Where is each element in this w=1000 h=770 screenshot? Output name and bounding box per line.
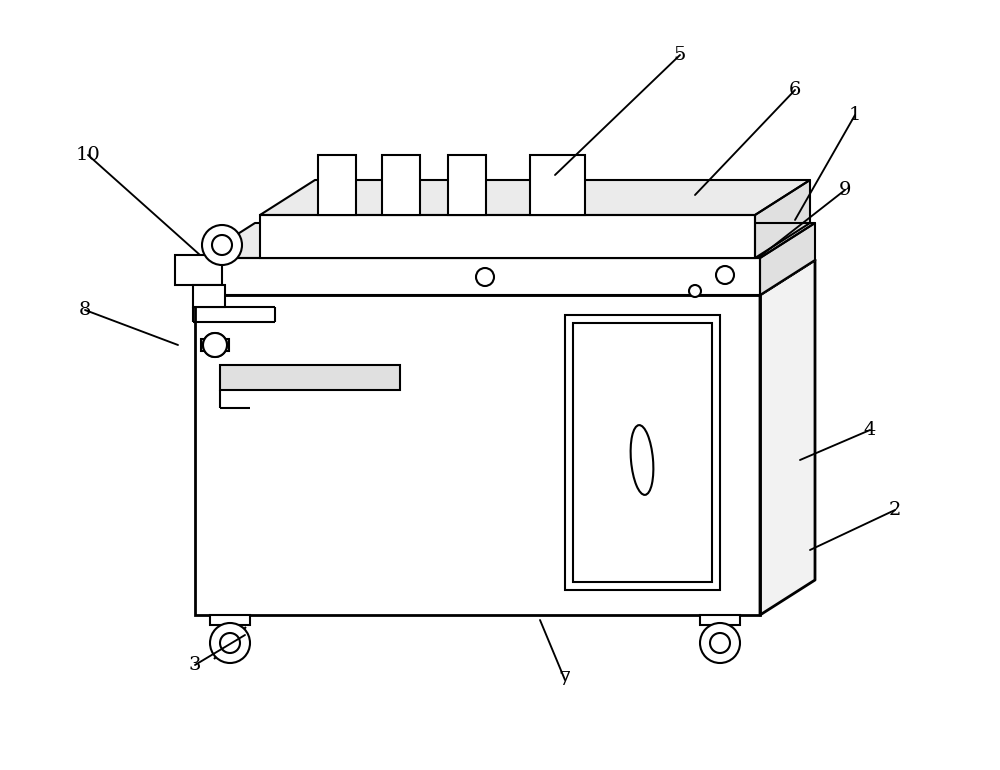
Text: 10: 10 <box>76 146 100 164</box>
Bar <box>175 255 222 285</box>
Text: 5: 5 <box>674 46 686 64</box>
Polygon shape <box>260 180 810 215</box>
Text: 3: 3 <box>189 656 201 674</box>
Bar <box>448 155 486 215</box>
Circle shape <box>716 266 734 284</box>
Bar <box>382 155 420 215</box>
Bar <box>530 155 585 215</box>
Text: 1: 1 <box>849 106 861 124</box>
Bar <box>195 295 760 615</box>
Circle shape <box>212 235 232 255</box>
Bar <box>565 315 720 590</box>
Text: 7: 7 <box>559 671 571 689</box>
Polygon shape <box>760 223 815 295</box>
Circle shape <box>202 225 242 265</box>
Text: 2: 2 <box>889 501 901 519</box>
Bar <box>201 339 229 351</box>
Bar <box>193 285 225 307</box>
Circle shape <box>203 333 227 357</box>
Text: 6: 6 <box>789 81 801 99</box>
Bar <box>700 615 740 625</box>
Text: 8: 8 <box>79 301 91 319</box>
Circle shape <box>700 623 740 663</box>
Bar <box>200 258 760 295</box>
Circle shape <box>476 268 494 286</box>
Polygon shape <box>760 260 815 615</box>
Circle shape <box>203 333 227 357</box>
Circle shape <box>710 633 730 653</box>
Polygon shape <box>200 223 815 258</box>
Bar <box>210 615 250 625</box>
Polygon shape <box>755 180 810 258</box>
Bar <box>220 365 400 390</box>
Circle shape <box>210 623 250 663</box>
Text: 9: 9 <box>839 181 851 199</box>
Circle shape <box>689 285 701 297</box>
Polygon shape <box>195 260 815 295</box>
Bar <box>260 215 755 258</box>
Bar <box>318 155 356 215</box>
Circle shape <box>220 633 240 653</box>
Text: 4: 4 <box>864 421 876 439</box>
Bar <box>573 323 712 582</box>
